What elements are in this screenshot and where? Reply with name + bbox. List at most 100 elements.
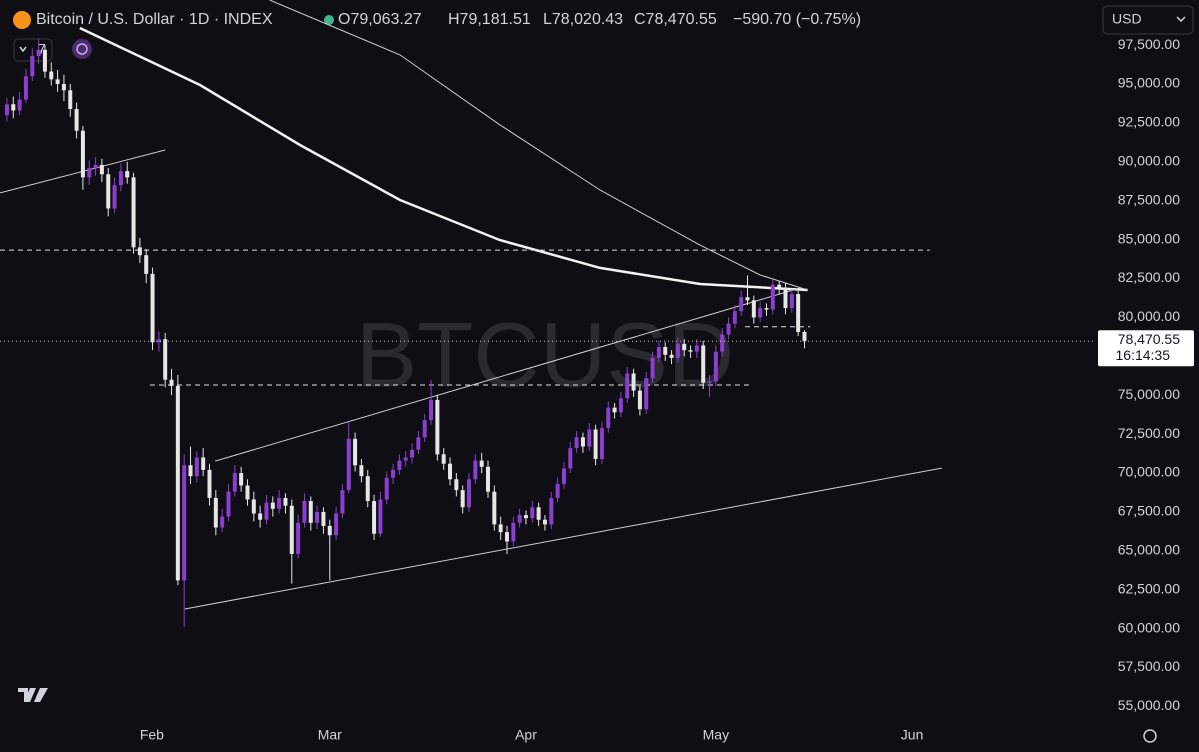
candle-body (536, 507, 541, 520)
candle-body (618, 398, 623, 413)
candle-body (745, 297, 750, 301)
candle-body (397, 460, 402, 470)
candle-body (542, 519, 547, 525)
candle-body (87, 168, 92, 178)
candle-body (391, 469, 396, 478)
candle-body (353, 438, 358, 466)
y-tick-label: 85,000.00 (1118, 230, 1180, 246)
candle-body (36, 49, 41, 57)
candle-body (245, 485, 250, 500)
candle-body (239, 473, 244, 486)
settings-icon[interactable] (1143, 729, 1157, 743)
candle-body (289, 505, 294, 554)
candle-body (675, 343, 680, 358)
candle-body (435, 399, 440, 455)
candle-body (587, 429, 592, 447)
candle-body (726, 323, 731, 335)
candle-body (277, 497, 282, 509)
y-tick-label: 92,500.00 (1118, 114, 1180, 130)
candle-body (448, 463, 453, 480)
currency-select[interactable] (1102, 5, 1194, 35)
price-tag-label: 78,470.55 (1118, 331, 1180, 347)
candle-body (764, 308, 769, 310)
line-thin (269, 0, 808, 291)
candle-body (606, 407, 611, 428)
candle-body (403, 457, 408, 461)
coin-icon (13, 11, 31, 29)
candle-body (11, 104, 16, 111)
candle-body (365, 476, 370, 502)
x-tick-label: Feb (140, 727, 164, 743)
candle-body (416, 437, 421, 450)
candle-body (644, 378, 649, 410)
candle-body (327, 525, 332, 536)
y-tick-label: 60,000.00 (1118, 619, 1180, 635)
ohlc-change: −590.70 (−0.75%) (733, 11, 861, 28)
x-tick-label: Apr (515, 727, 537, 743)
y-tick-label: 62,500.00 (1118, 580, 1180, 596)
candle-body (201, 457, 206, 470)
candle-body (441, 454, 446, 464)
ohlc-low: L78,020.43 (543, 11, 623, 28)
y-tick-label: 87,500.00 (1118, 191, 1180, 207)
candle-body (188, 465, 193, 477)
candle-body (625, 373, 630, 399)
candle-body (802, 332, 807, 342)
chevron (1176, 16, 1186, 23)
candle-body (511, 522, 516, 542)
candle-body (182, 465, 187, 581)
candle-body (283, 497, 288, 506)
candle-body (372, 501, 377, 534)
candle-body (599, 427, 604, 460)
candle-body (467, 479, 472, 508)
candle-body (713, 351, 718, 382)
candle-body (637, 390, 642, 410)
candle-body (232, 473, 237, 492)
y-tick-label: 67,500.00 (1118, 503, 1180, 519)
candle-body (163, 339, 168, 380)
candle-body (308, 501, 313, 523)
candle-body (175, 385, 180, 581)
y-tick-label: 55,000.00 (1118, 697, 1180, 713)
candle-body (549, 497, 554, 525)
y-tick-label: 80,000.00 (1118, 308, 1180, 324)
candle-body (264, 502, 269, 520)
candle-body (315, 511, 320, 523)
candle-body (631, 373, 636, 391)
line-thin (215, 287, 801, 462)
y-tick-label: 90,000.00 (1118, 153, 1180, 169)
candle-body (568, 448, 573, 469)
candle-body (486, 466, 491, 492)
candle-body (302, 501, 307, 523)
y-tick-label: 65,000.00 (1118, 542, 1180, 558)
x-tick-label: Mar (318, 727, 342, 743)
candle-body (68, 90, 73, 109)
candle-body (99, 164, 104, 175)
refresh-button[interactable] (72, 39, 92, 59)
candle-body (296, 522, 301, 554)
candle-body (504, 532, 509, 542)
candle-body (270, 502, 275, 509)
candle-body (669, 354, 674, 358)
candle-body (796, 294, 801, 333)
candle-body (226, 491, 231, 517)
candle-body (125, 171, 130, 178)
candle-body (694, 345, 699, 352)
candle-body (574, 437, 579, 449)
candle-body (770, 284, 775, 310)
currency-label: USD (1112, 11, 1142, 27)
ohlc-close: C78,470.55 (634, 11, 717, 28)
candle-body (498, 524, 503, 533)
x-tick-label: May (703, 727, 729, 743)
candle-body (460, 490, 465, 508)
candle-body (650, 357, 655, 379)
candle-body (739, 297, 744, 312)
plot: 55,000.00 57,500.00 60,000.00 62,500.00 65,0… (0, 0, 1180, 743)
indicator-count: 7 (38, 41, 46, 57)
candle-body (701, 345, 706, 383)
candle-body (156, 339, 161, 343)
candle-body (220, 516, 225, 528)
candle-body (74, 108, 79, 131)
